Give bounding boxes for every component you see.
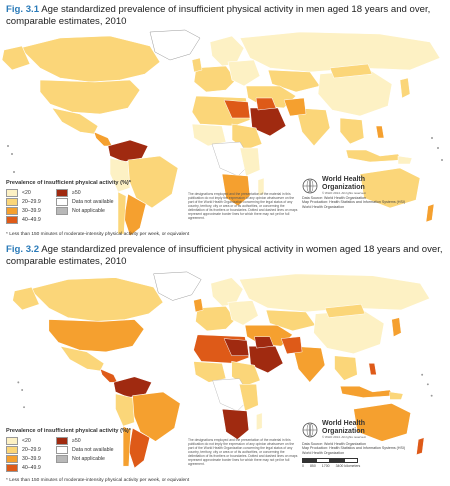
- legend-item-gte50: ≥50: [56, 188, 116, 197]
- southeast-asia: [339, 117, 365, 145]
- figure-number: Fig. 3.1: [6, 4, 40, 15]
- alaska: [1, 45, 31, 71]
- footnote: * Less than 150 minutes of moderate-inte…: [6, 232, 190, 237]
- new-zealand: [425, 203, 435, 223]
- legend-item-not-applicable: Not applicable: [56, 206, 116, 215]
- who-copyright: © WHO 2014. All rights reserved.: [322, 435, 367, 439]
- who-emblem-icon: [302, 422, 318, 437]
- canada: [19, 35, 161, 83]
- figure-title: Fig. 3.2 Age standardized prevalence of …: [6, 244, 446, 267]
- usa: [39, 79, 141, 115]
- who-logo: World Health Organization © WHO 2014. Al…: [302, 176, 366, 195]
- east-africa: [239, 147, 261, 177]
- legend: Prevalence of insufficient physical acti…: [6, 180, 131, 224]
- who-copyright: © WHO 2014. All rights reserved.: [322, 191, 367, 195]
- india: [295, 107, 331, 147]
- scale-labels: 0 850 1700 3400 kilometers: [302, 464, 361, 468]
- philippines: [375, 125, 385, 139]
- legend-title: Prevalence of insufficient physical acti…: [6, 180, 131, 186]
- greenland: [149, 29, 201, 61]
- who-name-line1: World Health: [322, 176, 366, 183]
- world-map-men: [0, 28, 450, 238]
- data-source: Data Source: World Health Organization M…: [302, 442, 406, 455]
- figure-title-text: Age standardized prevalence of insuffici…: [6, 4, 431, 27]
- figure-3-2: Fig. 3.2 Age standardized prevalence of …: [0, 242, 450, 486]
- russia: [239, 31, 441, 73]
- australia: [359, 167, 421, 209]
- japan: [399, 77, 411, 99]
- legend-item-not-applicable: Not applicable: [56, 454, 116, 463]
- western-europe: [193, 65, 237, 93]
- uk: [191, 57, 203, 73]
- legend-item-lt20: <20: [6, 188, 56, 197]
- peru-bolivia: [109, 157, 131, 193]
- legend-item-40-49: 40–49.9: [6, 215, 56, 224]
- legend-item-gte50: ≥50: [56, 436, 116, 445]
- scale-bar: [302, 458, 358, 463]
- legend-item-lt20: <20: [6, 436, 56, 445]
- world-map-women: [10, 270, 440, 470]
- chile: [117, 191, 127, 235]
- china: [317, 69, 393, 117]
- who-logo: World Health Organization © WHO 2014. Al…: [302, 420, 366, 439]
- who-name-line1: World Health: [322, 420, 366, 427]
- figure-title-text: Age standardized prevalence of insuffici…: [6, 244, 443, 267]
- legend-item-no-data: Data not available: [56, 445, 116, 454]
- figure-number: Fig. 3.2: [6, 244, 40, 255]
- eastern-europe: [227, 59, 261, 87]
- legend-item-20-29: 20–29.9: [6, 197, 56, 206]
- legend-item-no-data: Data not available: [56, 197, 116, 206]
- who-name-line2: Organization: [322, 427, 365, 435]
- legend-item-30-39: 30–39.9: [6, 454, 56, 463]
- who-name-line2: Organization: [322, 183, 365, 191]
- legend-item-30-39: 30–39.9: [6, 206, 56, 215]
- southern-africa: [221, 173, 251, 207]
- madagascar: [257, 177, 265, 197]
- mongolia: [329, 63, 373, 79]
- data-source: Data Source: World Health Organization M…: [302, 196, 406, 209]
- legend-item-40-49: 40–49.9: [6, 463, 56, 472]
- afghanistan-pakistan: [283, 97, 307, 117]
- legend-item-20-29: 20–29.9: [6, 445, 56, 454]
- who-emblem-icon: [302, 178, 318, 193]
- mexico: [51, 107, 99, 135]
- figure-3-1: Fig. 3.1 Age standardized prevalence of …: [0, 0, 450, 240]
- legend: Prevalence of insufficient physical acti…: [6, 428, 131, 472]
- disclaimer: The designations employed and the presen…: [188, 192, 298, 220]
- disclaimer: The designations employed and the presen…: [188, 438, 298, 466]
- footnote: * Less than 150 minutes of moderate-inte…: [6, 478, 190, 483]
- libya-egypt: [223, 99, 251, 119]
- figure-title: Fig. 3.1 Age standardized prevalence of …: [6, 4, 446, 27]
- iraq: [255, 97, 277, 111]
- papua-new-guinea: [397, 155, 413, 165]
- legend-title: Prevalence of insufficient physical acti…: [6, 428, 131, 434]
